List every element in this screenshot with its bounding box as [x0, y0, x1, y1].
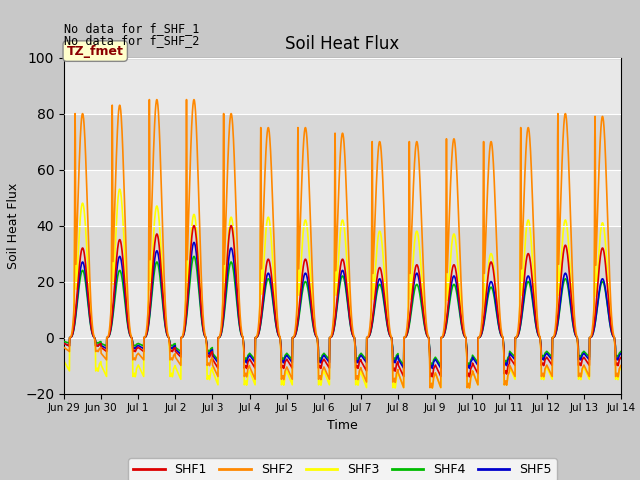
Title: Soil Heat Flux: Soil Heat Flux: [285, 35, 399, 53]
Text: No data for f_SHF_1: No data for f_SHF_1: [64, 22, 200, 35]
Bar: [64, 282, 621, 337]
Text: No data for f_SHF_2: No data for f_SHF_2: [64, 34, 200, 47]
Legend: SHF1, SHF2, SHF3, SHF4, SHF5: SHF1, SHF2, SHF3, SHF4, SHF5: [128, 458, 557, 480]
Bar: [64, 226, 621, 282]
Bar: [64, 337, 621, 394]
Bar: [64, 58, 621, 114]
Y-axis label: Soil Heat Flux: Soil Heat Flux: [6, 182, 20, 269]
Bar: [64, 169, 621, 226]
Text: TZ_fmet: TZ_fmet: [67, 45, 124, 58]
Bar: [64, 114, 621, 169]
X-axis label: Time: Time: [327, 419, 358, 432]
